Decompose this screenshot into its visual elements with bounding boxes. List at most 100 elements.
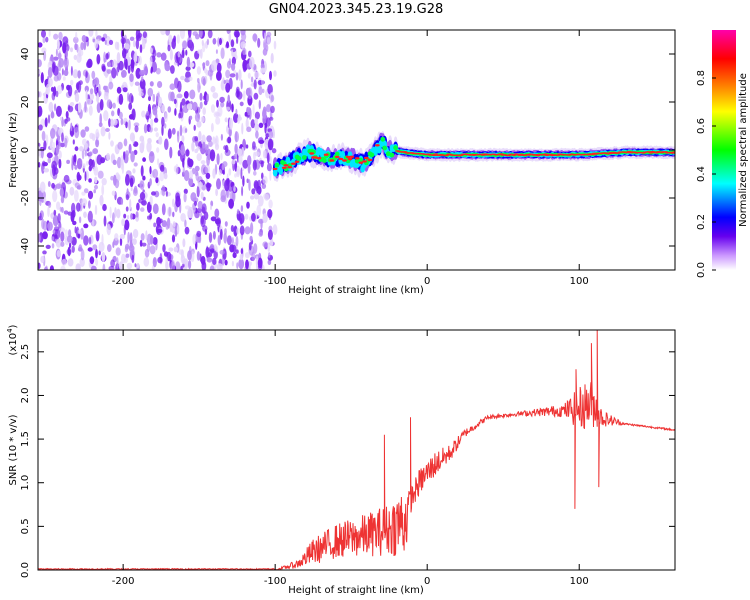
noise-blob: [216, 99, 219, 108]
noise-blob: [200, 164, 207, 176]
noise-blob: [151, 61, 157, 73]
noise-blob: [47, 114, 51, 124]
noise-blob: [116, 52, 121, 64]
noise-blob: [64, 118, 68, 124]
noise-blob: [47, 157, 52, 164]
noise-blob: [245, 259, 249, 270]
noise-blob: [38, 262, 41, 269]
noise-blob: [46, 93, 49, 99]
noise-blob: [188, 260, 192, 270]
noise-blob: [108, 118, 111, 128]
noise-blob: [156, 228, 163, 233]
noise-blob: [55, 105, 62, 117]
noise-blob: [111, 190, 116, 196]
noise-blob: [241, 122, 244, 135]
noise-blob: [220, 101, 225, 108]
noise-blob: [176, 93, 183, 99]
y-tick-label: 1.0: [20, 475, 31, 491]
noise-blob: [262, 213, 268, 224]
signal-mark: [382, 145, 387, 151]
noise-blob: [236, 227, 240, 235]
noise-blob: [270, 52, 274, 64]
signal-mark: [670, 152, 675, 154]
noise-blob: [92, 148, 99, 155]
noise-blob: [183, 188, 188, 194]
noise-blob: [267, 138, 274, 151]
noise-blob: [225, 144, 229, 153]
noise-blob: [149, 245, 156, 255]
noise-blob: [62, 42, 67, 54]
noise-blob: [156, 147, 160, 153]
noise-blob: [231, 62, 236, 71]
noise-blob: [236, 91, 243, 100]
noise-blob: [55, 238, 62, 248]
spectrogram-xlabel: Height of straight line (km): [288, 285, 424, 296]
noise-blob: [134, 81, 140, 86]
noise-blob: [81, 148, 85, 160]
noise-blob: [84, 101, 87, 113]
noise-blob: [246, 126, 252, 133]
noise-blob: [134, 263, 137, 268]
signal-mark: [385, 151, 391, 157]
noise-blob: [252, 33, 258, 42]
signal-mark: [354, 158, 360, 164]
noise-blob: [210, 85, 216, 93]
noise-blob: [240, 30, 246, 36]
noise-blob: [38, 105, 43, 117]
noise-blob: [43, 50, 47, 61]
noise-blob: [141, 242, 147, 247]
signal-mark: [548, 153, 553, 156]
noise-blob: [68, 229, 72, 238]
noise-blob: [269, 116, 274, 121]
noise-blob: [123, 225, 126, 236]
noise-blob: [67, 104, 71, 111]
noise-blob: [56, 39, 60, 50]
noise-blob: [228, 127, 232, 137]
noise-blob: [198, 130, 202, 141]
noise-blob: [139, 44, 143, 54]
noise-blob: [138, 91, 144, 97]
noise-blob: [41, 30, 46, 38]
noise-blob: [125, 58, 128, 70]
noise-blob: [212, 168, 216, 179]
noise-blob: [215, 116, 221, 125]
y-tick-label: 0.5: [20, 518, 31, 534]
noise-blob: [167, 128, 172, 139]
noise-blob: [118, 111, 123, 119]
noise-blob: [96, 54, 101, 65]
noise-blob: [55, 144, 60, 155]
noise-blob: [196, 230, 202, 238]
noise-blob: [258, 160, 265, 165]
noise-blob: [242, 159, 249, 169]
noise-blob: [264, 123, 268, 128]
noise-blob: [252, 104, 255, 116]
noise-blob: [180, 265, 183, 270]
noise-blob: [184, 128, 188, 133]
noise-blob: [106, 153, 111, 161]
noise-blob: [39, 198, 42, 207]
noise-blob: [53, 209, 57, 216]
noise-blob: [228, 168, 232, 176]
noise-blob: [233, 153, 238, 160]
noise-blob: [194, 210, 200, 219]
noise-blob: [213, 244, 217, 251]
noise-blob: [172, 198, 175, 208]
noise-blob: [175, 261, 181, 270]
noise-blob: [167, 44, 171, 52]
noise-blob: [230, 39, 235, 48]
noise-blob: [202, 107, 206, 115]
noise-blob: [128, 143, 132, 154]
noise-blob: [133, 162, 138, 167]
noise-blob: [213, 250, 218, 260]
noise-blob: [141, 200, 147, 206]
noise-blob: [200, 191, 204, 200]
signal-mark: [458, 154, 464, 157]
noise-blob: [266, 163, 272, 172]
noise-blob: [47, 181, 51, 187]
noise-blob: [224, 79, 230, 84]
y-tick-label: 0: [20, 147, 31, 153]
noise-blob: [188, 177, 194, 187]
noise-blob: [96, 86, 99, 93]
signal-mark: [380, 136, 386, 142]
noise-blob: [52, 190, 58, 203]
